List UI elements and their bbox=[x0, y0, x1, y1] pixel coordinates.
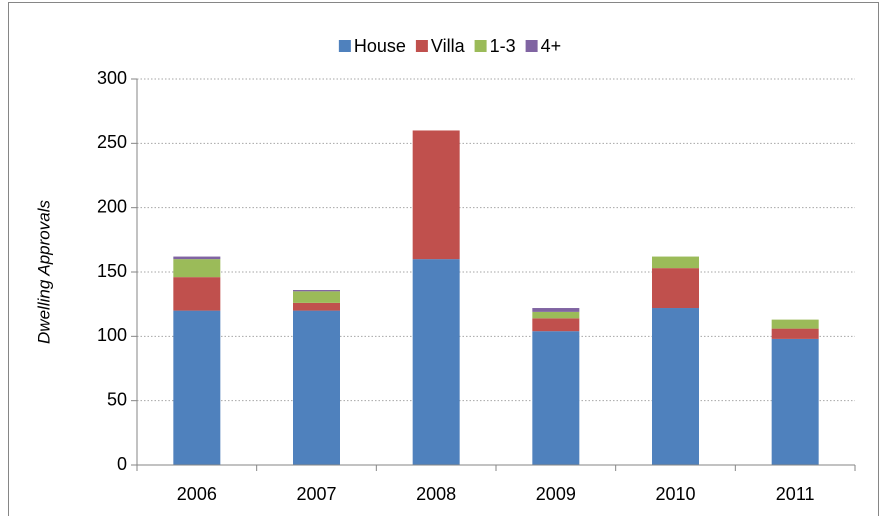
legend-swatch bbox=[474, 40, 487, 52]
y-tick-label: 250 bbox=[97, 132, 127, 152]
legend-swatch bbox=[338, 40, 351, 52]
bar-segment bbox=[532, 318, 580, 332]
y-tick-label: 0 bbox=[117, 454, 127, 474]
y-tick-label: 200 bbox=[97, 196, 127, 216]
legend-swatch bbox=[415, 40, 428, 52]
bar-segment bbox=[771, 319, 819, 329]
x-tick-label: 2009 bbox=[536, 484, 576, 504]
x-tick-label: 2010 bbox=[655, 484, 695, 504]
bar-segment bbox=[173, 259, 221, 278]
bar-segment bbox=[293, 302, 340, 311]
bar-segment bbox=[173, 256, 221, 260]
bar-segment bbox=[293, 310, 340, 465]
legend-label: 1-3 bbox=[490, 36, 516, 56]
y-tick-label: 100 bbox=[97, 325, 127, 345]
bar-segment bbox=[293, 290, 340, 292]
bar-segment bbox=[771, 338, 819, 465]
bar-segment bbox=[652, 256, 699, 269]
bar-segment bbox=[173, 310, 221, 465]
x-tick-label: 2006 bbox=[177, 484, 217, 504]
bar-segment bbox=[412, 130, 460, 260]
y-tick-label: 300 bbox=[97, 68, 127, 88]
y-tick-label: 150 bbox=[97, 261, 127, 281]
bar-segment bbox=[412, 259, 460, 465]
bar-segment bbox=[652, 268, 699, 309]
legend: House Villa 1-3 4+ bbox=[338, 36, 562, 56]
bar-segment bbox=[532, 311, 580, 319]
x-tick-label: 2008 bbox=[416, 484, 456, 504]
bar-segment bbox=[771, 328, 819, 339]
y-axis-label: Dwelling Approvals bbox=[34, 200, 53, 344]
y-tick-label: 50 bbox=[107, 389, 127, 409]
legend-label: 4+ bbox=[541, 36, 562, 56]
bar-segment bbox=[532, 331, 580, 465]
legend-label: Villa bbox=[431, 36, 466, 56]
bar-segment bbox=[293, 291, 340, 303]
bar-segment bbox=[532, 308, 580, 312]
legend-swatch bbox=[525, 40, 538, 52]
legend-label: House bbox=[354, 36, 406, 56]
bar-segment bbox=[652, 308, 699, 465]
x-tick-label: 2007 bbox=[296, 484, 336, 504]
bar-segment bbox=[173, 277, 221, 311]
x-tick-label: 2011 bbox=[776, 484, 815, 504]
